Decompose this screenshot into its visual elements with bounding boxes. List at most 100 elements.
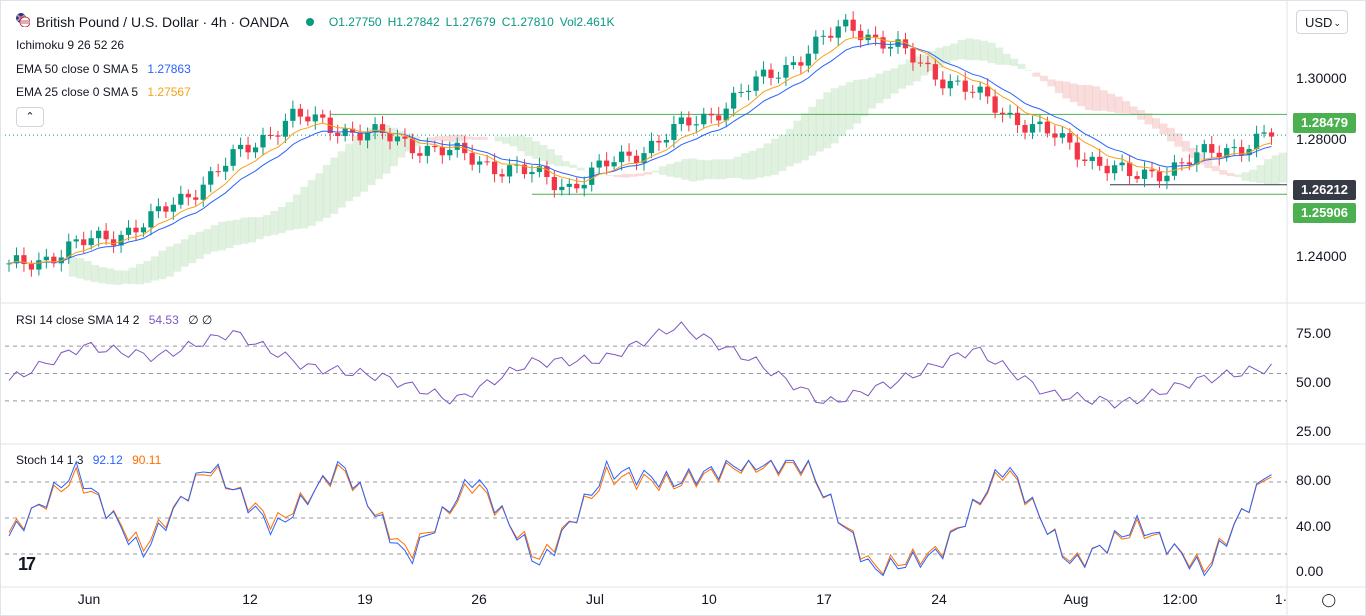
candle-body [491, 161, 498, 175]
candle-body [66, 241, 72, 258]
candle-body [678, 117, 684, 125]
ichimoku-cloud-segment [1032, 72, 1041, 77]
settings-icon[interactable]: ◯ [1321, 592, 1336, 607]
candle-body [514, 164, 520, 166]
candle-body [768, 69, 774, 78]
candle-body [536, 166, 543, 172]
candle-body [133, 227, 139, 233]
candle-body [1037, 121, 1043, 125]
ichimoku-cloud-segment [711, 159, 720, 180]
ema50-label: EMA 50 close 0 SMA 5 [16, 62, 139, 76]
candle-body [364, 132, 371, 141]
ichimoku-cloud-segment [1271, 155, 1280, 185]
candle-body [775, 77, 782, 79]
candle-body [731, 92, 737, 109]
ichimoku-cloud-segment [838, 85, 847, 137]
ichimoku-cloud-segment [554, 155, 563, 167]
ema50-legend[interactable]: EMA 50 close 0 SMA 5 1.27863 [16, 62, 191, 76]
candle-body [297, 108, 303, 117]
market-status-icon [305, 14, 315, 30]
rsi-legend[interactable]: RSI 14 close SMA 14 2 54.53 ∅ ∅ [16, 313, 212, 327]
ichimoku-cloud-segment [68, 257, 77, 277]
date-tick: 12 [242, 591, 258, 607]
candle-body [267, 134, 274, 136]
candle-body [110, 239, 117, 246]
date-tick: 24 [931, 591, 947, 607]
candle-body [1194, 152, 1200, 165]
ichimoku-cloud-segment [853, 79, 862, 124]
ema25-legend[interactable]: EMA 25 close 0 SMA 5 1.27567 [16, 85, 191, 99]
ichimoku-label: Ichimoku 9 26 52 26 [16, 38, 125, 52]
candle-body [574, 183, 580, 189]
price-tag-low: 1.26212 [1293, 180, 1356, 200]
ichimoku-cloud-segment [778, 134, 787, 171]
candle-body [686, 117, 692, 126]
ichimoku-cloud-segment [1204, 159, 1213, 168]
candle-body [656, 140, 662, 143]
ichimoku-cloud-segment [673, 161, 682, 178]
ichimoku-cloud-segment [1241, 172, 1250, 181]
ichimoku-cloud-segment [322, 164, 331, 218]
candle-body [409, 138, 416, 154]
currency-select[interactable]: USD ⌄ [1296, 10, 1348, 34]
stoch-k-value: 92.12 [92, 453, 123, 467]
candle-body [745, 90, 752, 93]
candle-body [858, 30, 864, 41]
ichimoku-cloud-segment [920, 54, 929, 76]
ichimoku-cloud-segment [1062, 81, 1071, 99]
stoch-label: Stoch 14 1 3 [16, 453, 84, 467]
ichimoku-cloud-segment [808, 106, 817, 156]
ichimoku-cloud-segment [1189, 147, 1198, 159]
date-tick: 17 [816, 591, 832, 607]
ichimoku-legend[interactable]: Ichimoku 9 26 52 26 [16, 38, 124, 52]
ichimoku-cloud-segment [390, 127, 398, 167]
candle-body [850, 19, 856, 31]
collapse-legend-button[interactable]: ⌃ [16, 107, 44, 127]
candle-body [51, 256, 57, 264]
ichimoku-cloud-segment [106, 268, 115, 285]
candle-body [387, 133, 393, 142]
ichimoku-cloud-segment [614, 175, 623, 178]
ichimoku-cloud-segment [233, 219, 242, 246]
candle-body [738, 92, 744, 94]
stoch-tick: 40.00 [1296, 518, 1332, 534]
stoch-legend[interactable]: Stoch 14 1 3 92.12 90.11 [16, 453, 161, 467]
ichimoku-cloud-segment [337, 151, 346, 208]
ichimoku-cloud-segment [576, 167, 585, 171]
ichimoku-cloud-segment [352, 135, 361, 197]
candle-body [372, 124, 378, 133]
ichimoku-cloud-segment [793, 120, 802, 164]
ema25-value: 1.27567 [147, 85, 191, 99]
ichimoku-cloud-segment [965, 38, 974, 61]
candle-body [43, 256, 49, 261]
ichimoku-cloud-segment [644, 172, 652, 175]
candle-body [1052, 133, 1058, 138]
candle-body [193, 197, 199, 200]
ichimoku-cloud-segment [434, 136, 443, 141]
candle-body [1216, 152, 1222, 158]
ichimoku-cloud-segment [972, 39, 981, 61]
candle-body [626, 151, 632, 156]
candle-body [566, 183, 572, 187]
candle-body [13, 255, 20, 264]
price-tick: 1.30000 [1296, 70, 1347, 86]
candle-body [282, 120, 289, 137]
ichimoku-cloud-segment [180, 239, 189, 267]
candle-body [185, 193, 191, 198]
tradingview-logo[interactable]: 17 [18, 554, 36, 574]
candle-body [723, 108, 729, 121]
candle-body [559, 186, 565, 191]
ichimoku-cloud-segment [375, 125, 384, 180]
candle-body [1007, 112, 1013, 115]
ichimoku-cloud-segment [225, 220, 234, 248]
ichimoku-cloud-segment [763, 143, 772, 177]
candle-body [245, 144, 251, 153]
symbol-title[interactable]: British Pound / U.S. Dollar · 4h · OANDA [36, 13, 289, 30]
ichimoku-cloud-segment [1010, 58, 1019, 67]
candle-body [992, 96, 998, 113]
ichimoku-cloud-segment [1129, 106, 1138, 116]
candle-body [424, 145, 430, 156]
candle-body [671, 124, 677, 140]
candle-body [1186, 162, 1192, 165]
